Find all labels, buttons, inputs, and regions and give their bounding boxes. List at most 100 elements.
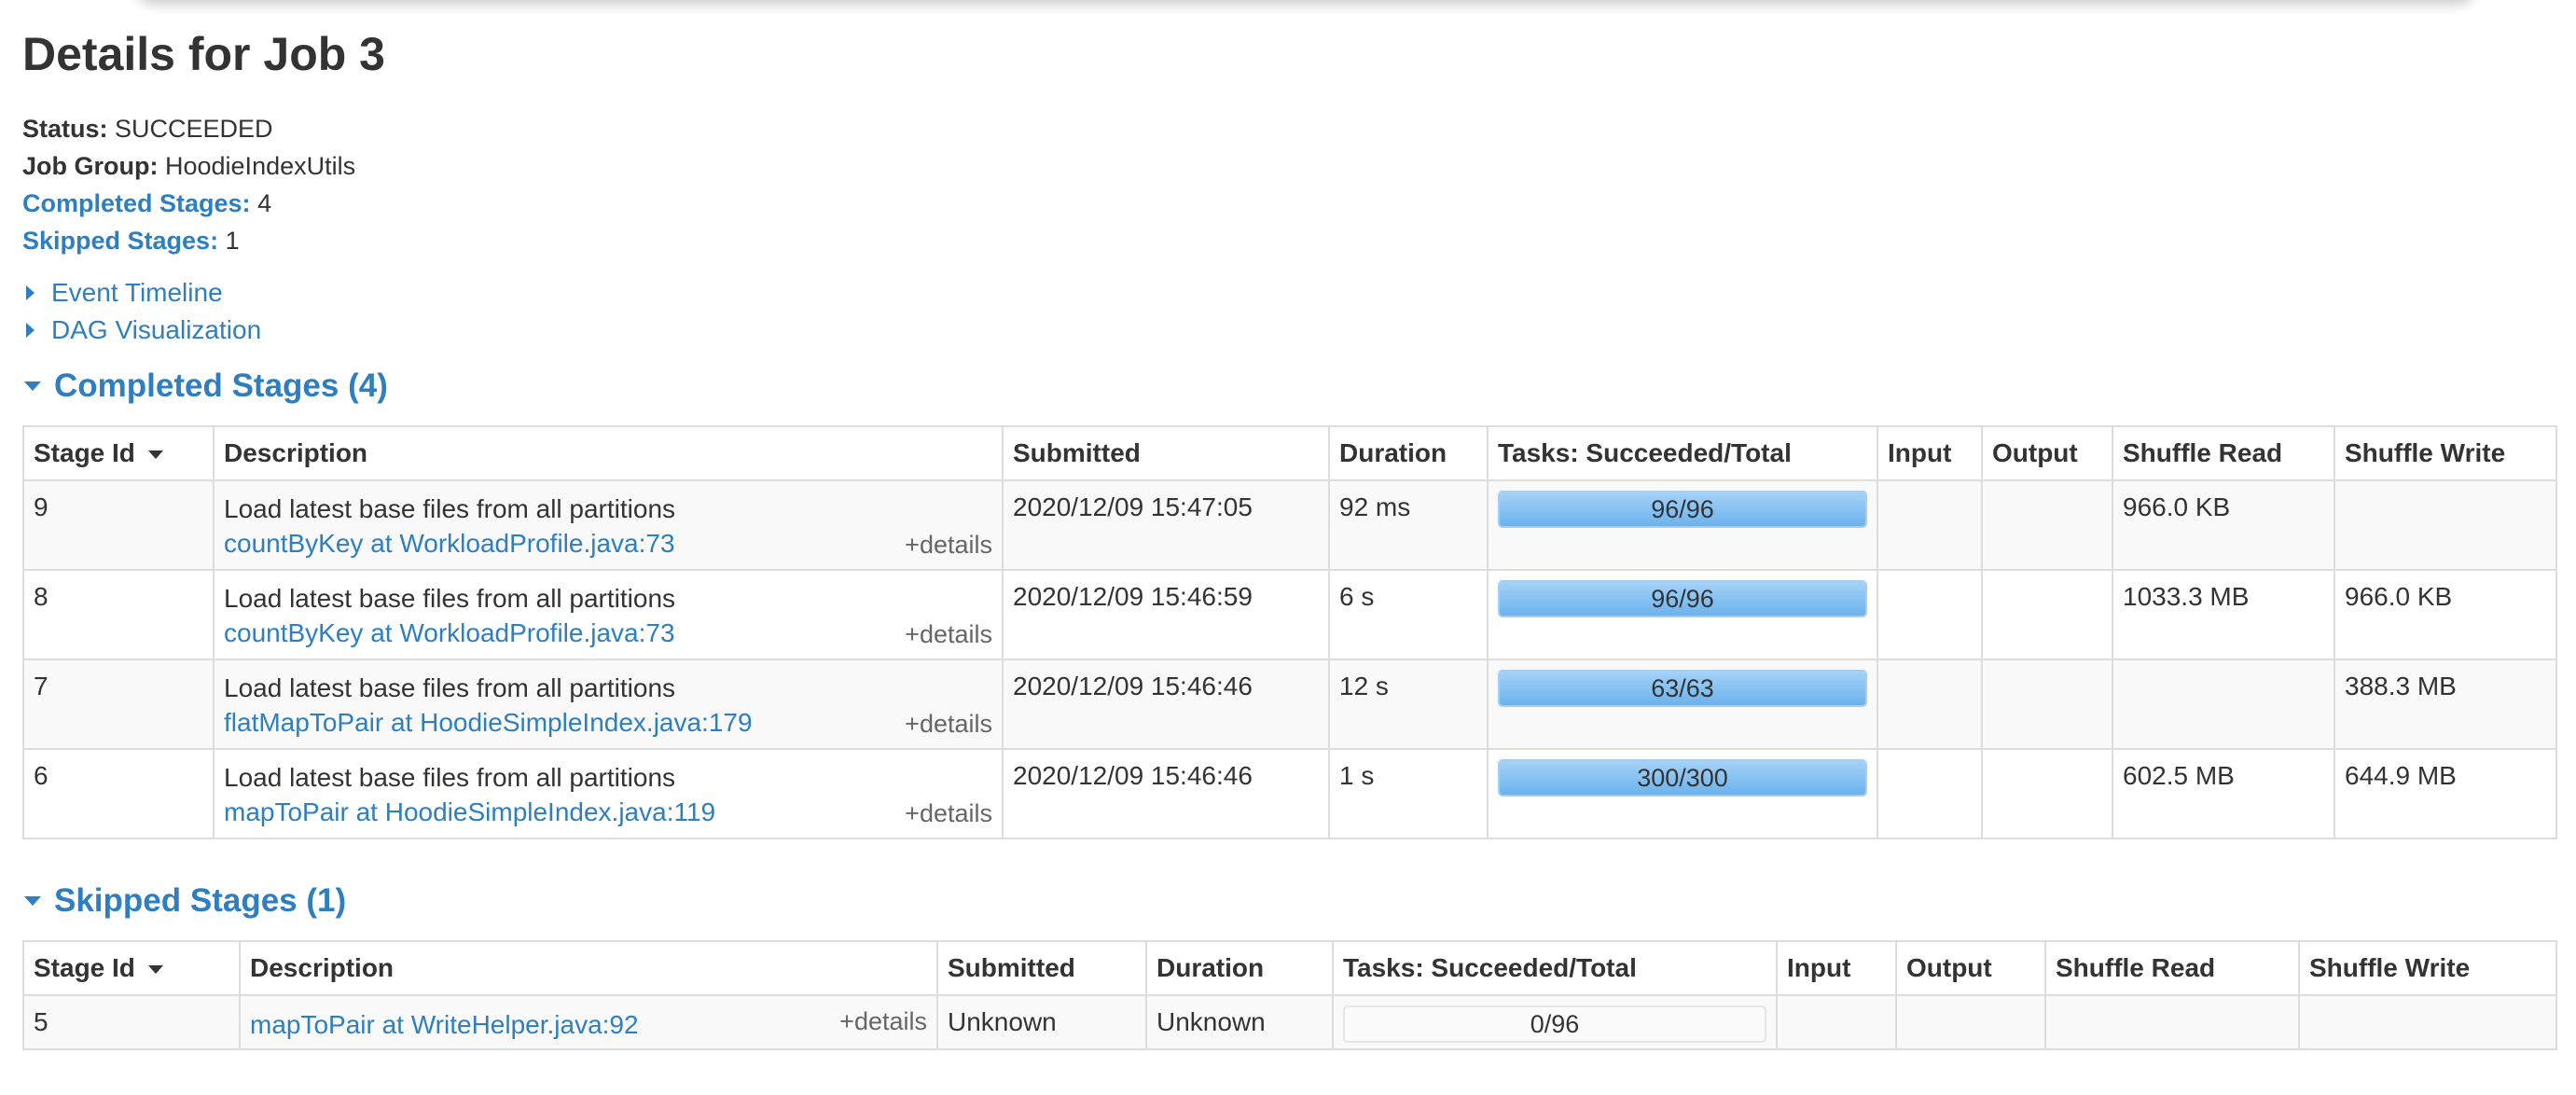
completed-stages-link[interactable]: Completed Stages: [22, 189, 251, 217]
column-header-duration[interactable]: Duration [1145, 940, 1334, 996]
details-toggle[interactable]: +details [905, 799, 992, 827]
tasks-progress-text: 300/300 [1637, 764, 1728, 792]
status-label: Status: [22, 115, 108, 143]
input-cell [1877, 479, 1983, 571]
stage-link[interactable]: countByKey at WorkloadProfile.java:73 [224, 618, 675, 647]
details-toggle[interactable]: +details [905, 710, 992, 738]
caret-right-icon [26, 285, 35, 300]
column-header-stage-id[interactable]: Stage Id [22, 940, 241, 996]
completed-stages-row: Completed Stages: 4 [22, 185, 355, 222]
tasks-progress-text: 63/63 [1651, 674, 1714, 702]
stage-link[interactable]: countByKey at WorkloadProfile.java:73 [224, 529, 675, 558]
completed-stages-count: 4 [257, 189, 272, 217]
sort-desc-icon [147, 450, 163, 460]
column-header-description[interactable]: Description [239, 940, 938, 996]
event-timeline-toggle[interactable]: Event Timeline [22, 278, 223, 308]
input-cell [1877, 658, 1983, 750]
caret-down-icon [24, 896, 41, 906]
column-header-tasks[interactable]: Tasks: Succeeded/Total [1487, 425, 1878, 481]
status-value: SUCCEEDED [115, 115, 273, 143]
tasks-cell: 300/300 [1487, 748, 1878, 839]
stage-link[interactable]: flatMapToPair at HoodieSimpleIndex.java:… [224, 708, 753, 737]
progress-fill [1500, 672, 1865, 705]
job-summary: Status: SUCCEEDED Job Group: HoodieIndex… [22, 110, 355, 259]
stage-description: Load latest base files from all partitio… [224, 494, 676, 523]
completed-stages-heading[interactable]: Completed Stages (4) [22, 367, 388, 405]
column-header-input[interactable]: Input [1877, 425, 1983, 481]
caret-down-icon [24, 381, 41, 391]
shuffle-read-cell: 602.5 MB [2112, 748, 2335, 839]
dag-visualization-toggle[interactable]: DAG Visualization [22, 315, 261, 345]
details-toggle[interactable]: +details [905, 620, 992, 648]
description-cell: Load latest base files from all partitio… [213, 658, 1004, 750]
skipped-stages-link[interactable]: Skipped Stages: [22, 227, 219, 255]
progress-fill [1500, 582, 1865, 616]
submitted-cell: Unknown [936, 994, 1147, 1050]
table-row: 6 Load latest base files from all partit… [22, 748, 2557, 839]
details-toggle[interactable]: +details [905, 531, 992, 559]
progress-fill [1500, 492, 1865, 526]
submitted-cell: 2020/12/09 15:46:46 [1002, 748, 1330, 839]
output-cell [1981, 748, 2113, 839]
shuffle-write-cell: 644.9 MB [2334, 748, 2557, 839]
stage-link[interactable]: mapToPair at HoodieSimpleIndex.java:119 [224, 797, 716, 826]
tasks-progress-bar: 300/300 [1498, 759, 1867, 797]
job-group-value: HoodieIndexUtils [165, 152, 356, 180]
shuffle-write-cell: 966.0 KB [2334, 569, 2557, 660]
skipped-stages-count: 1 [225, 227, 240, 255]
description-cell: Load latest base files from all partitio… [213, 748, 1004, 839]
page-title: Details for Job 3 [22, 28, 385, 80]
submitted-cell: 2020/12/09 15:46:59 [1002, 569, 1330, 660]
column-header-description[interactable]: Description [213, 425, 1004, 481]
table-row: 7 Load latest base files from all partit… [22, 658, 2557, 750]
column-header-output[interactable]: Output [1895, 940, 2046, 996]
stage-description: Load latest base files from all partitio… [224, 673, 676, 702]
column-header-input[interactable]: Input [1776, 940, 1897, 996]
output-cell [1981, 479, 2113, 571]
shuffle-read-cell [2044, 994, 2300, 1050]
column-header-shuffle-write[interactable]: Shuffle Write [2298, 940, 2557, 996]
tasks-progress-text: 0/96 [1530, 1010, 1580, 1038]
tasks-progress-text: 96/96 [1651, 495, 1714, 523]
column-header-submitted[interactable]: Submitted [936, 940, 1147, 996]
status-row: Status: SUCCEEDED [22, 110, 355, 147]
tasks-cell: 96/96 [1487, 569, 1878, 660]
tasks-progress-bar: 96/96 [1498, 580, 1867, 617]
stage-id-cell: 5 [22, 994, 241, 1050]
output-cell [1895, 994, 2046, 1050]
stage-id-cell: 9 [22, 479, 215, 571]
details-toggle[interactable]: +details [839, 1007, 927, 1035]
column-header-output[interactable]: Output [1981, 425, 2113, 481]
column-header-shuffle-read[interactable]: Shuffle Read [2044, 940, 2300, 996]
stage-id-cell: 6 [22, 748, 215, 839]
table-row: 8 Load latest base files from all partit… [22, 569, 2557, 660]
skipped-stages-table: Stage Id Description Submitted Duration … [22, 940, 2557, 1050]
job-group-label: Job Group: [22, 152, 159, 180]
stage-link[interactable]: mapToPair at WriteHelper.java:92 [250, 1010, 639, 1039]
stage-description: Load latest base files from all partitio… [224, 584, 676, 613]
column-header-stage-id[interactable]: Stage Id [22, 425, 215, 481]
skipped-stages-row: Skipped Stages: 1 [22, 222, 355, 259]
shuffle-read-cell: 1033.3 MB [2112, 569, 2335, 660]
submitted-cell: 2020/12/09 15:46:46 [1002, 658, 1330, 750]
description-cell: Load latest base files from all partitio… [213, 569, 1004, 660]
description-cell: mapToPair at WriteHelper.java:92 +detail… [239, 994, 938, 1050]
column-header-shuffle-read[interactable]: Shuffle Read [2112, 425, 2335, 481]
column-header-submitted[interactable]: Submitted [1002, 425, 1330, 481]
tasks-cell: 0/96 [1332, 994, 1778, 1050]
skipped-stages-heading[interactable]: Skipped Stages (1) [22, 882, 346, 920]
event-timeline-label: Event Timeline [51, 278, 223, 307]
column-header-tasks[interactable]: Tasks: Succeeded/Total [1332, 940, 1778, 996]
column-header-duration[interactable]: Duration [1328, 425, 1489, 481]
table-header-row: Stage Id Description Submitted Duration … [22, 425, 2557, 481]
column-header-shuffle-write[interactable]: Shuffle Write [2334, 425, 2557, 481]
input-cell [1776, 994, 1897, 1050]
progress-fill [1500, 761, 1865, 795]
output-cell [1981, 569, 2113, 660]
output-cell [1981, 658, 2113, 750]
stage-id-cell: 8 [22, 569, 215, 660]
stage-description: Load latest base files from all partitio… [224, 763, 676, 792]
table-row: 5 mapToPair at WriteHelper.java:92 +deta… [22, 994, 2557, 1050]
sort-desc-icon [147, 965, 163, 975]
completed-stages-heading-label: Completed Stages (4) [54, 367, 388, 404]
